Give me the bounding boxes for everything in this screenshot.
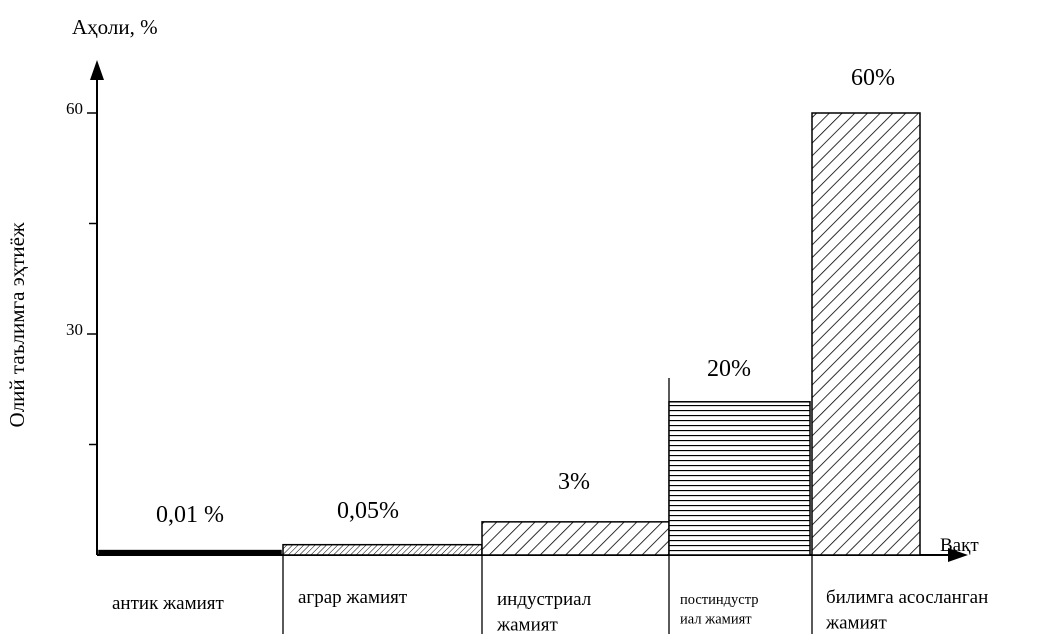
x-axis-arrow-icon [948, 548, 968, 562]
y-axis-side-label: Олий таълимга эҳтиёж [5, 222, 29, 427]
category-label-line: билимга асосланган [826, 587, 988, 608]
y-axis-arrow-icon [90, 60, 104, 80]
category-labels: антик жамият аграр жамият индустриал жамият… [112, 587, 988, 634]
category-label-line: иал жамият [680, 612, 752, 628]
category-label-line: жамият [825, 613, 887, 634]
data-label: 3% [558, 469, 590, 495]
y-tick-label: 60 [66, 99, 83, 118]
bar [668, 401, 811, 556]
y-axis-top-label: Аҳоли, % [72, 15, 158, 39]
category-label-line: антик жамият [112, 593, 225, 614]
category-label: постиндустр иал жамият [680, 592, 759, 628]
category-label-line: жамият [496, 615, 558, 634]
bar [481, 521, 670, 556]
category-label-line: аграр жамият [298, 587, 408, 608]
y-ticks: 60 30 [66, 99, 97, 446]
category-label: аграр жамият [298, 587, 408, 608]
bar [811, 112, 921, 556]
bars [98, 112, 921, 556]
bar [282, 543, 483, 556]
data-label: 0,01 % [156, 502, 224, 528]
category-label-line: постиндустр [680, 592, 759, 608]
data-label: 20% [707, 356, 751, 382]
data-label: 60% [851, 65, 895, 91]
category-label: индустриал жамият [496, 589, 592, 634]
bar [98, 549, 282, 556]
data-label: 0,05% [337, 498, 399, 524]
category-label-line: индустриал [497, 589, 592, 610]
category-label: антик жамият [112, 593, 225, 614]
data-labels: 0,01 % 0,05% 3% 20% 60% [156, 65, 895, 528]
y-tick-label: 30 [66, 320, 83, 339]
category-label: билимга асосланган жамият [825, 587, 988, 634]
x-axis-label: Вақт [940, 535, 979, 556]
